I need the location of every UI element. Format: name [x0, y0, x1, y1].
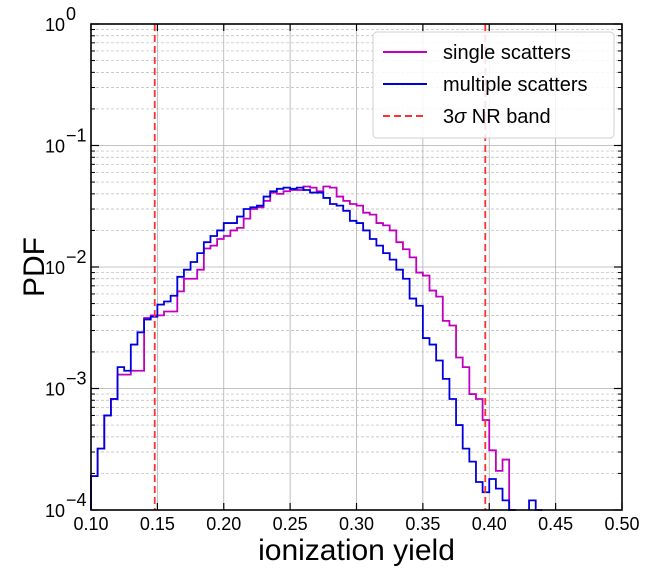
y-tick-label: 100	[45, 4, 76, 35]
y-tick-base: 10	[45, 380, 65, 400]
x-tick-label: 0.50	[604, 514, 639, 534]
y-tick-exponent: −4	[66, 490, 87, 510]
legend-label-sigma: σ	[454, 106, 467, 128]
legend-item: 3σ NR band	[383, 106, 551, 128]
x-axis-title: ionization yield	[258, 534, 455, 567]
x-tick-label: 0.10	[73, 514, 108, 534]
x-tick-label: 0.15	[140, 514, 175, 534]
y-tick-label: 10−1	[45, 126, 87, 157]
y-tick-base: 10	[45, 501, 65, 521]
y-axis-title: PDF	[18, 237, 51, 297]
legend-label: multiple scatters	[443, 74, 588, 96]
series-multiple-scatters	[90, 186, 543, 511]
ticks	[90, 23, 623, 511]
legend-label: single scatters	[443, 42, 571, 64]
legend-item: single scatters	[383, 42, 571, 64]
y-tick-exponent: −2	[66, 247, 87, 267]
legend: single scatters multiple scatters 3σ NR ba…	[372, 31, 615, 139]
legend-label-prefix: 3	[443, 106, 454, 128]
x-tick-label: 0.30	[339, 514, 374, 534]
series-single-scatters	[90, 185, 511, 510]
y-tick-exponent: 0	[66, 4, 76, 24]
y-tick-exponent: −3	[66, 369, 87, 389]
x-tick-labels: 0.10 0.15 0.20 0.25 0.30 0.35 0.40 0.45 0.50	[73, 514, 639, 534]
y-tick-base: 10	[45, 15, 65, 35]
x-tick-label: 0.35	[405, 514, 440, 534]
y-tick-label: 10−4	[45, 490, 87, 521]
x-tick-label: 0.25	[273, 514, 308, 534]
y-tick-label: 10−3	[45, 369, 87, 400]
x-tick-label: 0.45	[538, 514, 573, 534]
x-tick-label: 0.20	[206, 514, 241, 534]
legend-item: multiple scatters	[383, 74, 588, 96]
legend-box	[372, 31, 615, 139]
y-tick-base: 10	[45, 137, 65, 157]
y-tick-label: 10−2	[45, 247, 87, 278]
series-layer	[90, 185, 543, 511]
y-tick-exponent: −1	[66, 126, 87, 146]
x-tick-label: 0.40	[472, 514, 507, 534]
y-tick-base: 10	[45, 258, 65, 278]
legend-label: 3σ NR band	[443, 106, 551, 128]
legend-label-suffix: NR band	[466, 106, 551, 128]
